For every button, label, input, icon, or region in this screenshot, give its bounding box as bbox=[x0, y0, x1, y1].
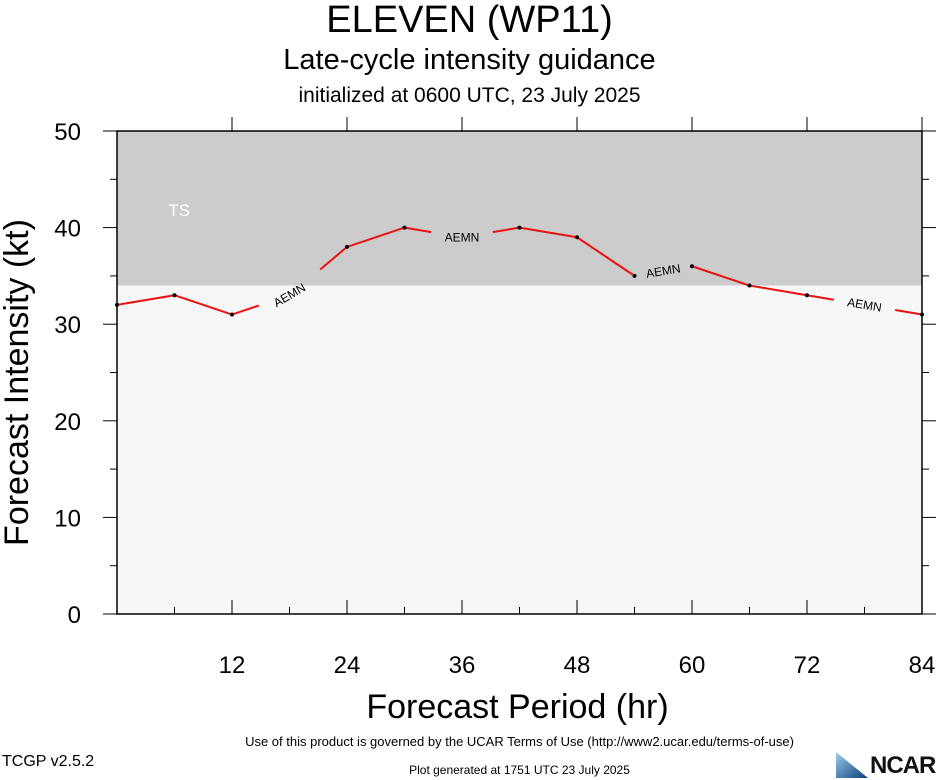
y-axis-label: Forecast Intensity (kt) bbox=[0, 219, 36, 546]
y-tick-label: 40 bbox=[54, 216, 81, 243]
series-segment bbox=[231, 304, 260, 316]
software-version: TCGP v2.5.2 bbox=[2, 753, 95, 770]
series-point bbox=[805, 293, 809, 298]
series-label: AEMN bbox=[846, 295, 883, 315]
chart-title: ELEVEN (WP11) bbox=[326, 0, 613, 41]
series-point bbox=[632, 273, 637, 278]
chart-subtitle: Late-cycle intensity guidance bbox=[283, 44, 656, 76]
series-label: AEMN bbox=[645, 261, 682, 281]
series-point bbox=[747, 283, 752, 288]
series-segment bbox=[895, 309, 923, 316]
series-segment bbox=[693, 265, 750, 287]
series-segment bbox=[174, 294, 233, 316]
series-segment bbox=[346, 226, 405, 248]
ncar-logo-text: NCAR bbox=[870, 752, 936, 779]
series-point bbox=[575, 235, 579, 240]
series-point bbox=[690, 264, 694, 269]
intensity-bands: TS bbox=[117, 131, 922, 614]
ncar-logo: NCAR bbox=[834, 750, 939, 780]
series-point bbox=[402, 225, 407, 230]
series-point bbox=[230, 312, 234, 317]
y-tick-label: 20 bbox=[54, 409, 81, 436]
series-label: AEMN bbox=[445, 230, 480, 244]
axis-labels: 12 24 36 48 60 72 84 0 10 20 30 40 50 Forecast Period… bbox=[0, 119, 935, 726]
band-label: TS bbox=[168, 201, 190, 220]
terms-of-use-notice: Use of this product is governed by the U… bbox=[245, 734, 794, 749]
series-segment bbox=[319, 246, 348, 271]
series-segment bbox=[519, 226, 578, 239]
axis-ticks bbox=[103, 117, 936, 615]
series-segment bbox=[492, 226, 520, 234]
x-tick-label: 60 bbox=[679, 652, 706, 679]
x-tick-label: 84 bbox=[909, 652, 936, 679]
x-tick-label: 12 bbox=[219, 652, 246, 679]
series-segment bbox=[404, 226, 432, 234]
x-tick-label: 72 bbox=[794, 652, 821, 679]
x-axis-label: Forecast Period (hr) bbox=[366, 688, 668, 726]
axes bbox=[116, 130, 923, 615]
series-point bbox=[345, 244, 349, 249]
series-point bbox=[517, 225, 522, 230]
plot-generated-time: Plot generated at 1751 UTC 23 July 2025 bbox=[409, 763, 630, 777]
series-segment bbox=[576, 236, 634, 276]
x-tick-label: 36 bbox=[449, 652, 476, 679]
y-tick-label: 30 bbox=[54, 312, 81, 339]
ncar-logo-icon bbox=[836, 752, 868, 778]
x-tick-label: 48 bbox=[564, 652, 591, 679]
series-point bbox=[172, 293, 177, 298]
series-segment bbox=[749, 284, 808, 297]
series-segment bbox=[806, 294, 834, 301]
series-segment bbox=[116, 294, 175, 306]
plot-frame bbox=[116, 130, 923, 615]
initialization-time: initialized at 0600 UTC, 23 July 2025 bbox=[298, 84, 641, 107]
y-tick-label: 10 bbox=[54, 505, 81, 532]
y-tick-label: 50 bbox=[54, 119, 81, 146]
x-tick-label: 24 bbox=[334, 652, 361, 679]
y-tick-label: 0 bbox=[68, 602, 81, 629]
band-below-ts bbox=[117, 285, 922, 614]
band-ts bbox=[117, 131, 922, 286]
